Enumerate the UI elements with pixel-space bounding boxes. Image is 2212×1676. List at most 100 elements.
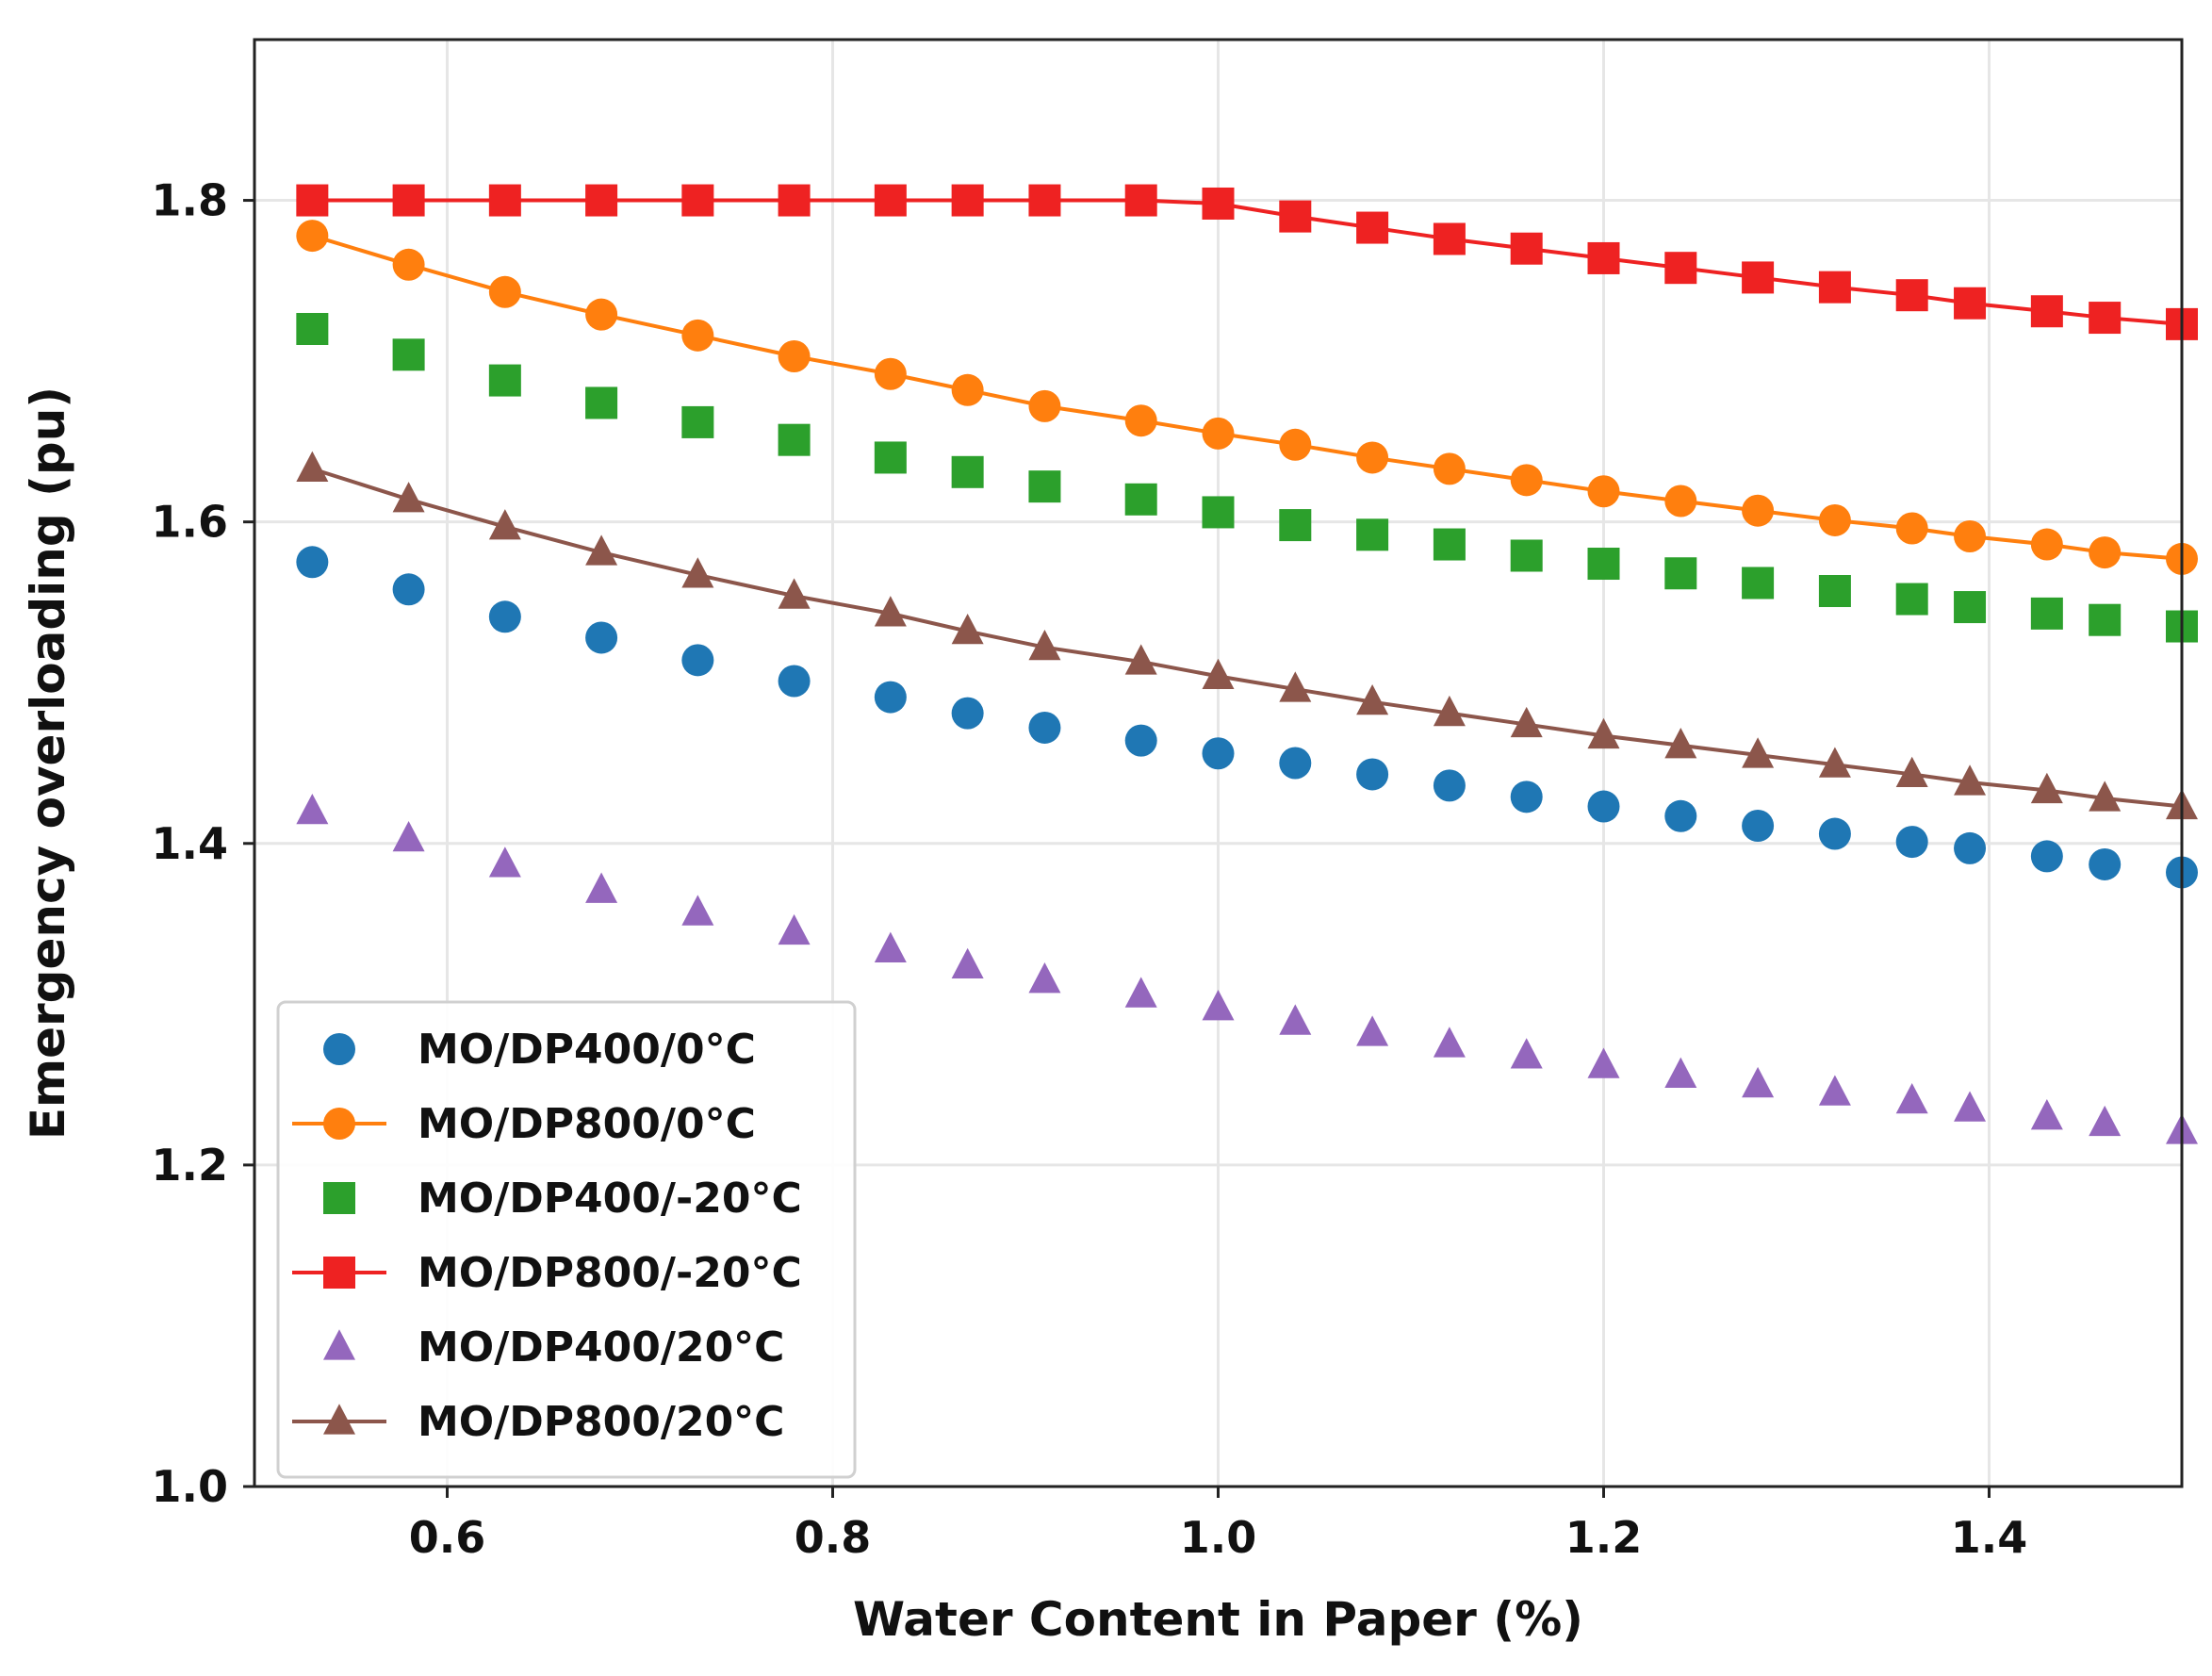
data-point (2030, 840, 2063, 873)
legend-box (276, 1000, 857, 1479)
data-point (585, 872, 618, 903)
series-5 (296, 793, 2198, 1144)
data-point (951, 947, 984, 978)
data-point (2089, 780, 2122, 812)
y-tick-label: 1.0 (152, 1461, 229, 1512)
data-point (951, 184, 984, 217)
data-point (585, 298, 618, 331)
data-point (1818, 575, 1851, 608)
data-point (1124, 404, 1157, 437)
legend-label: MO/DP400/0°C (418, 1026, 756, 1074)
series-4 (296, 184, 2198, 340)
series-2 (296, 220, 2198, 575)
data-point (1818, 503, 1851, 536)
data-point (2030, 1099, 2063, 1130)
data-point (1356, 1015, 1389, 1046)
data-point (1895, 756, 1928, 788)
y-tick-label: 1.6 (152, 497, 229, 548)
data-point (681, 557, 714, 588)
legend-marker (323, 1404, 355, 1435)
data-point (1356, 211, 1389, 244)
data-point (1818, 271, 1851, 304)
data-point (778, 339, 811, 372)
y-axis-label: Emergency overloading (pu) (21, 386, 75, 1140)
data-point (2030, 597, 2063, 630)
data-point (1433, 222, 1466, 255)
data-point (585, 534, 618, 566)
data-point (1356, 758, 1389, 791)
data-point (1279, 671, 1312, 702)
x-axis-label: Water Content in Paper (%) (853, 1592, 1583, 1647)
data-point (1587, 475, 1620, 508)
data-point (2030, 528, 2063, 561)
series-1 (296, 546, 2198, 889)
data-point (2089, 536, 2122, 569)
data-point (874, 931, 907, 962)
data-point (1742, 737, 1775, 768)
data-point (778, 184, 811, 217)
x-tick-label: 1.2 (1565, 1512, 1643, 1563)
data-point (874, 681, 907, 714)
data-point (585, 386, 618, 419)
data-point (296, 184, 329, 217)
legend-label: MO/DP400/20°C (418, 1323, 784, 1372)
data-point (1202, 417, 1235, 450)
data-point (1818, 747, 1851, 778)
legend-marker (323, 1257, 355, 1289)
data-point (1433, 1027, 1466, 1058)
data-point (778, 423, 811, 456)
legend-marker (323, 1329, 355, 1360)
data-point (488, 509, 521, 540)
data-point (1895, 279, 1928, 312)
data-point (1895, 826, 1928, 859)
data-point (2089, 603, 2122, 636)
data-point (1279, 1004, 1312, 1035)
x-tick-label: 1.4 (1951, 1512, 2028, 1563)
data-point (585, 184, 618, 217)
data-point (1202, 496, 1235, 529)
data-point (488, 600, 521, 633)
data-point (1510, 539, 1543, 572)
data-point (1587, 790, 1620, 823)
data-point (951, 373, 984, 406)
data-point (874, 184, 907, 217)
y-tick-label: 1.2 (152, 1140, 229, 1191)
data-point (2030, 772, 2063, 804)
data-point (951, 455, 984, 488)
data-point (1510, 780, 1543, 813)
data-point (1510, 464, 1543, 497)
data-point (1202, 658, 1235, 689)
data-point (392, 820, 425, 852)
data-point (1895, 512, 1928, 545)
axes: 0.6 0.8 1.0 1.2 1.4 1.0 1.2 1.4 1.6 1.8 (152, 175, 2028, 1563)
data-point (1664, 557, 1697, 590)
data-point (1510, 232, 1543, 265)
data-point (1279, 428, 1312, 461)
data-point (874, 357, 907, 390)
data-point (1124, 644, 1157, 675)
data-point (1664, 485, 1697, 518)
data-point (1742, 810, 1775, 843)
data-point (1587, 548, 1620, 581)
legend-label: MO/DP400/-20°C (418, 1175, 802, 1223)
data-point (1742, 1066, 1775, 1098)
data-point (2089, 1105, 2122, 1137)
data-point (2030, 295, 2063, 328)
data-point (296, 451, 329, 482)
data-point (1124, 483, 1157, 516)
data-point (1028, 711, 1061, 744)
data-point (392, 573, 425, 606)
data-point (778, 578, 811, 609)
series-3 (296, 313, 2198, 643)
data-point (1124, 184, 1157, 217)
x-tick-label: 0.8 (795, 1512, 872, 1563)
legend-marker (323, 1033, 355, 1065)
data-point (951, 613, 984, 645)
plot-series (296, 184, 2198, 1144)
data-point (1954, 520, 1987, 553)
data-point (1028, 630, 1061, 661)
data-point (1202, 737, 1235, 770)
data-point (296, 313, 329, 345)
data-point (392, 338, 425, 371)
